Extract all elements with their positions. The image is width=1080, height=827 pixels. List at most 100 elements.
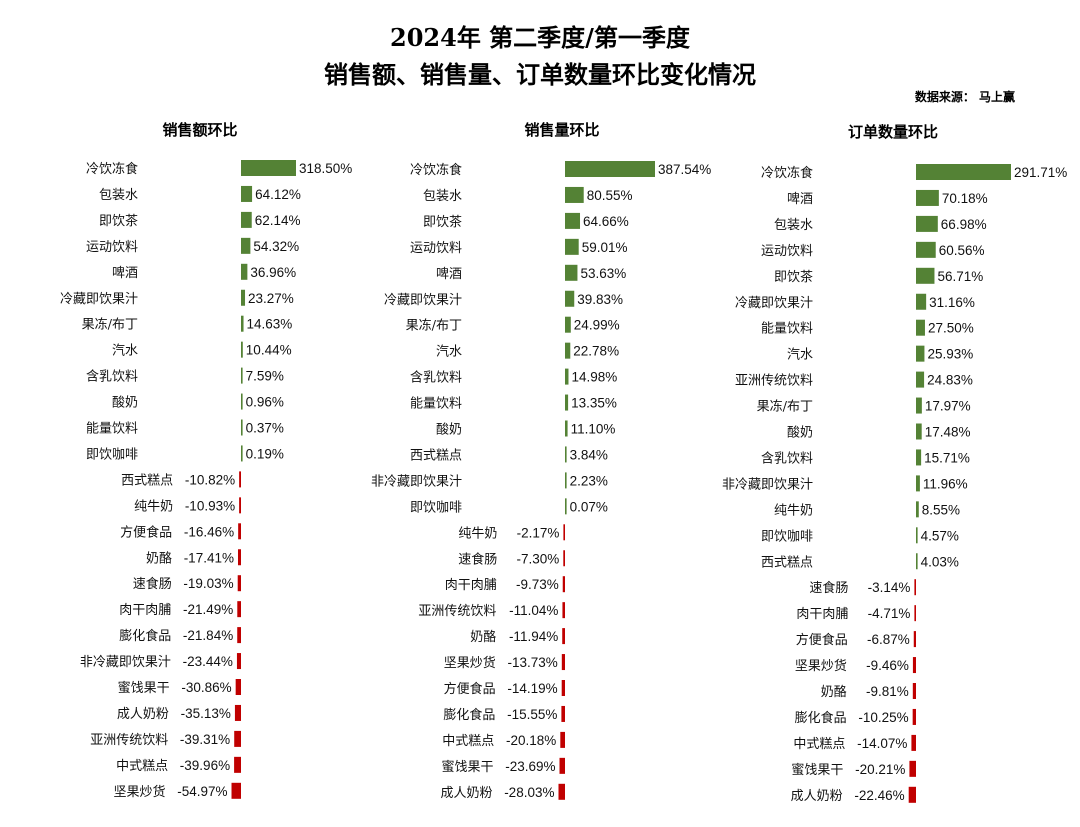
- bar: [565, 368, 569, 385]
- bar: [241, 445, 243, 462]
- bar: [560, 731, 565, 748]
- category-label: 运动饮料: [761, 244, 813, 259]
- bar: [235, 679, 241, 695]
- data-label: 23.27%: [248, 291, 294, 306]
- data-label: -9.81%: [866, 684, 909, 699]
- data-label: 31.16%: [929, 295, 975, 310]
- bar: [562, 628, 565, 645]
- bar: [565, 342, 571, 359]
- category-label: 汽水: [436, 345, 462, 360]
- data-label: -14.19%: [507, 681, 557, 696]
- category-label: 速食肠: [809, 580, 848, 596]
- category-label: 冷藏即饮果汁: [60, 292, 138, 307]
- bar: [241, 289, 246, 306]
- category-label: 膨化食品: [443, 707, 495, 723]
- data-label: 80.55%: [587, 188, 633, 203]
- category-label: 奶酪: [821, 684, 847, 700]
- data-label: -9.46%: [866, 658, 909, 673]
- category-label: 啤酒: [112, 266, 138, 281]
- category-label: 酸奶: [787, 426, 813, 441]
- category-label: 酸奶: [436, 423, 462, 438]
- bar: [914, 605, 916, 622]
- bar: [565, 420, 568, 437]
- bar: [916, 423, 922, 440]
- data-label: 3.84%: [570, 447, 608, 462]
- category-label: 啤酒: [787, 192, 813, 207]
- category-label: 中式糕点: [442, 734, 494, 749]
- data-label: 62.14%: [255, 213, 301, 228]
- data-label: -10.25%: [858, 710, 908, 725]
- bar: [916, 215, 938, 232]
- category-label: 中式糕点: [793, 737, 845, 752]
- category-label: 运动饮料: [410, 241, 462, 256]
- bar: [914, 579, 916, 596]
- bar: [559, 757, 565, 774]
- bar: [908, 786, 916, 803]
- bar: [916, 319, 925, 336]
- bar: [912, 657, 916, 674]
- panel-title: 订单数量环比: [848, 123, 938, 141]
- category-label: 肉干肉脯: [445, 578, 497, 593]
- category-label: 坚果炒货: [444, 655, 496, 671]
- category-label: 非冷藏即饮果汁: [722, 477, 813, 492]
- bar: [241, 211, 252, 228]
- data-label: -17.41%: [184, 550, 234, 565]
- category-label: 非冷藏即饮果汁: [80, 655, 171, 670]
- data-label: 17.48%: [925, 425, 971, 440]
- category-label: 奶酪: [146, 550, 172, 566]
- data-label: -39.96%: [180, 758, 230, 773]
- category-label: 果冻/布丁: [406, 318, 462, 334]
- category-label: 坚果炒货: [113, 784, 165, 800]
- data-label: -15.55%: [507, 707, 557, 722]
- data-label: -22.46%: [854, 788, 904, 803]
- bar: [916, 475, 920, 492]
- category-label: 果冻/布丁: [82, 317, 138, 333]
- data-label: -10.82%: [185, 472, 235, 487]
- chart-title-line1: 2024年 第二季度/第一季度: [390, 23, 690, 52]
- bar: [916, 371, 925, 388]
- bar: [916, 164, 1011, 180]
- data-label: -3.14%: [868, 580, 911, 595]
- bar: [916, 267, 935, 284]
- bar: [563, 550, 565, 567]
- category-label: 即饮咖啡: [86, 447, 138, 462]
- bar: [234, 730, 241, 747]
- data-label: -11.94%: [509, 629, 558, 644]
- bar: [565, 498, 567, 515]
- data-label: 318.50%: [299, 161, 352, 176]
- data-label: 387.54%: [658, 162, 711, 177]
- bar: [916, 527, 918, 544]
- bar: [241, 419, 243, 436]
- data-label: -16.46%: [184, 524, 234, 539]
- category-label: 亚洲传统饮料: [90, 733, 168, 748]
- category-label: 西式糕点: [410, 448, 462, 463]
- category-label: 即饮茶: [423, 214, 462, 230]
- data-label: -21.84%: [183, 628, 233, 643]
- data-label: -20.18%: [506, 733, 556, 748]
- bar: [237, 549, 241, 566]
- data-label: -6.87%: [867, 632, 910, 647]
- bar: [916, 397, 922, 414]
- bar: [558, 783, 565, 800]
- bar: [241, 341, 243, 358]
- bar: [237, 627, 241, 644]
- data-label: -13.73%: [508, 655, 558, 670]
- bar: [911, 734, 916, 751]
- category-label: 肉干肉脯: [796, 607, 848, 622]
- category-label: 汽水: [787, 348, 813, 363]
- bar: [565, 161, 655, 177]
- data-label: 291.71%: [1014, 165, 1067, 180]
- bar: [239, 497, 241, 514]
- bar: [231, 782, 241, 799]
- data-label: 0.96%: [246, 395, 284, 410]
- data-label: 4.57%: [921, 528, 959, 543]
- data-label: -7.30%: [517, 551, 560, 566]
- bar: [565, 394, 569, 411]
- bar: [565, 212, 581, 229]
- bar: [561, 680, 565, 696]
- data-label: -2.17%: [517, 525, 560, 540]
- category-label: 中式糕点: [116, 759, 168, 774]
- bar: [237, 601, 241, 618]
- data-label: -4.71%: [868, 606, 911, 621]
